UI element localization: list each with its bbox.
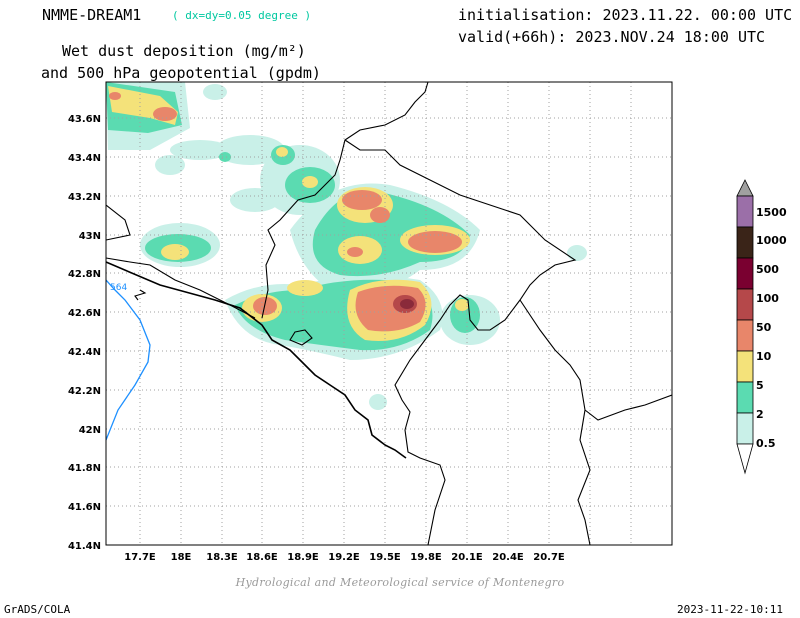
legend-label: 100 (756, 292, 779, 305)
lon-label: 20.7E (533, 552, 565, 563)
lon-label: 18.6E (246, 552, 278, 563)
lon-label: 18.3E (206, 552, 238, 563)
map-frame (105, 81, 673, 546)
legend-label: 1500 (756, 206, 787, 219)
latitude-labels: 43.6N 43.4N 43.2N 43N 42.8N 42.6N 42.4N … (68, 114, 101, 552)
lat-label: 42.2N (68, 386, 101, 397)
legend-swatch-2 (736, 381, 754, 414)
software-label: GrADS/COLA (4, 603, 71, 616)
lat-label: 43N (79, 231, 101, 242)
lat-label: 43.4N (68, 153, 101, 164)
lon-label: 20.1E (451, 552, 483, 563)
legend-swatch-50 (736, 288, 754, 321)
legend-label: 0.5 (756, 437, 776, 450)
lon-label: 19.5E (369, 552, 401, 563)
geopotential-contour: 564 (106, 279, 151, 441)
legend-label: 2 (756, 408, 764, 421)
variable-title-line2: and 500 hPa geopotential (gpdm) (41, 64, 321, 82)
lon-label: 19.2E (328, 552, 360, 563)
legend-label: 500 (756, 263, 779, 276)
render-timestamp: 2023-11-22-10:11 (677, 603, 783, 616)
lat-label: 43.6N (68, 114, 101, 125)
legend-colorbar (736, 179, 754, 475)
lon-label: 18.9E (287, 552, 319, 563)
initialisation-time: initialisation: 2023.11.22. 00:00 UTC (458, 6, 793, 24)
contour-label: 564 (110, 283, 127, 293)
legend-swatch-500 (736, 226, 754, 259)
lat-label: 41.8N (68, 463, 101, 474)
lon-label: 18E (171, 552, 192, 563)
dust-deposition-field (106, 82, 587, 410)
deposition-level-100 (400, 299, 414, 309)
borders-and-coastline (106, 82, 672, 545)
model-title: NMME-DREAM1 (42, 6, 142, 24)
variable-title-line1: Wet dust deposition (mg/m²) (62, 42, 306, 60)
legend-swatch-5 (736, 350, 754, 383)
lon-label: 20.4E (492, 552, 524, 563)
legend-top-arrow (736, 179, 754, 197)
legend-swatch-100 (736, 257, 754, 290)
lat-label: 43.2N (68, 192, 101, 203)
model-resolution: ( dx=dy=0.05 degree ) (172, 9, 312, 22)
legend-label: 10 (756, 350, 772, 363)
longitude-labels: 17.7E 18E 18.3E 18.6E 18.9E 19.2E 19.5E … (124, 552, 565, 563)
lat-label: 42.6N (68, 308, 101, 319)
legend-bottom-arrow (736, 443, 754, 475)
lat-label: 42N (79, 425, 101, 436)
lat-label: 41.4N (68, 541, 101, 552)
legend-swatch-0.5 (736, 412, 754, 445)
lat-label: 41.6N (68, 502, 101, 513)
lon-label: 19.8E (410, 552, 442, 563)
credit-line: Hydrological and Meteorological service … (235, 576, 565, 589)
legend-label: 50 (756, 321, 772, 334)
legend-labels: 1500 1000 500 100 50 10 5 2 0.5 (756, 206, 787, 450)
legend-swatch-10 (736, 319, 754, 352)
valid-time: valid(+66h): 2023.NOV.24 18:00 UTC (458, 28, 766, 46)
legend-label: 5 (756, 379, 764, 392)
lat-label: 42.4N (68, 347, 101, 358)
legend-label: 1000 (756, 234, 787, 247)
lat-label: 42.8N (68, 269, 101, 280)
lon-label: 17.7E (124, 552, 156, 563)
legend-swatch-1000 (736, 195, 754, 228)
